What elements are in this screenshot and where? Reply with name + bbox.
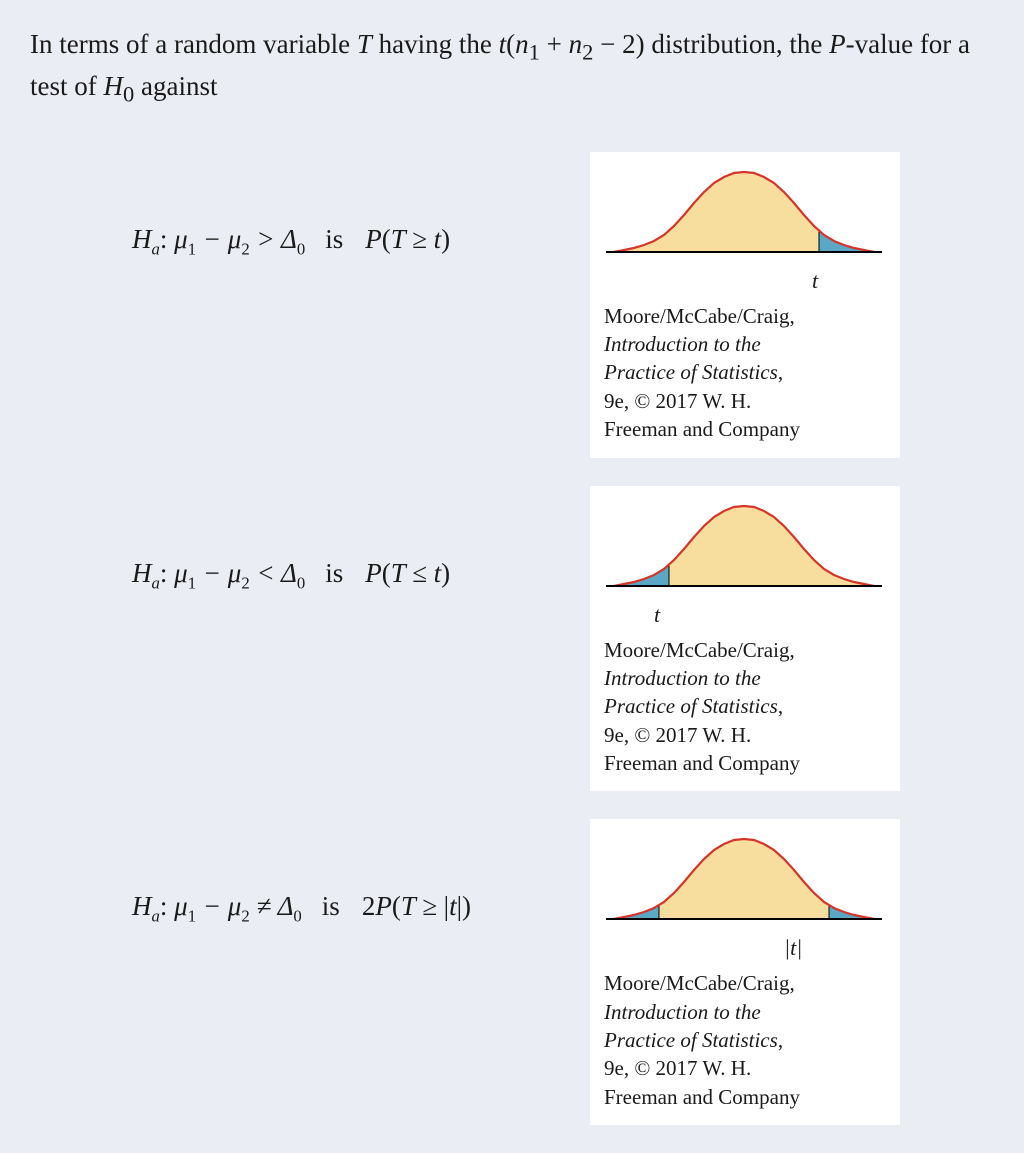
- distribution-panel: tMoore/McCabe/Craig,Introduction to theP…: [590, 486, 900, 792]
- distribution-curve: [604, 166, 884, 266]
- formula: Ha: μ1 − μ2 ≠ Δ0is2P(T ≥ |t|): [30, 819, 590, 926]
- hypothesis-row: Ha: μ1 − μ2 > Δ0isP(T ≥ t) tMoore/McCabe…: [30, 152, 994, 458]
- hypothesis-row: Ha: μ1 − μ2 < Δ0isP(T ≤ t) tMoore/McCabe…: [30, 486, 994, 792]
- distribution-panel: tMoore/McCabe/Craig,Introduction to theP…: [590, 152, 900, 458]
- hypothesis-rows: Ha: μ1 − μ2 > Δ0isP(T ≥ t) tMoore/McCabe…: [30, 152, 994, 1153]
- formula: Ha: μ1 − μ2 > Δ0isP(T ≥ t): [30, 152, 590, 259]
- distribution-panel: |t|Moore/McCabe/Craig,Introduction to th…: [590, 819, 900, 1125]
- citation: Moore/McCabe/Craig,Introduction to thePr…: [604, 628, 886, 778]
- axis-label: t: [604, 266, 886, 294]
- hypothesis-row: Ha: μ1 − μ2 ≠ Δ0is2P(T ≥ |t|) |t|Moore/M…: [30, 819, 994, 1125]
- distribution-curve: [604, 500, 884, 600]
- axis-label: t: [604, 600, 886, 628]
- intro-text: In terms of a random variable T having t…: [30, 26, 994, 110]
- distribution-curve: [604, 833, 884, 933]
- formula: Ha: μ1 − μ2 < Δ0isP(T ≤ t): [30, 486, 590, 593]
- axis-label: |t|: [604, 933, 886, 961]
- citation: Moore/McCabe/Craig,Introduction to thePr…: [604, 961, 886, 1111]
- citation: Moore/McCabe/Craig,Introduction to thePr…: [604, 294, 886, 444]
